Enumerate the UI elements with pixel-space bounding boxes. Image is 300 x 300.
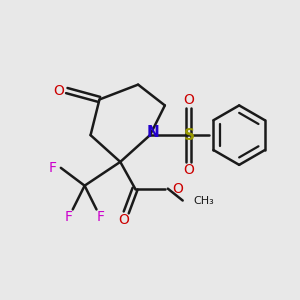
Text: O: O bbox=[172, 182, 183, 196]
Text: F: F bbox=[49, 161, 56, 175]
Text: N: N bbox=[147, 125, 159, 140]
Text: O: O bbox=[183, 163, 194, 177]
Text: F: F bbox=[64, 210, 72, 224]
Text: F: F bbox=[97, 210, 105, 224]
Text: S: S bbox=[184, 128, 195, 142]
Text: O: O bbox=[183, 93, 194, 107]
Text: CH₃: CH₃ bbox=[193, 196, 214, 206]
Text: O: O bbox=[118, 213, 129, 227]
Text: O: O bbox=[53, 84, 64, 98]
